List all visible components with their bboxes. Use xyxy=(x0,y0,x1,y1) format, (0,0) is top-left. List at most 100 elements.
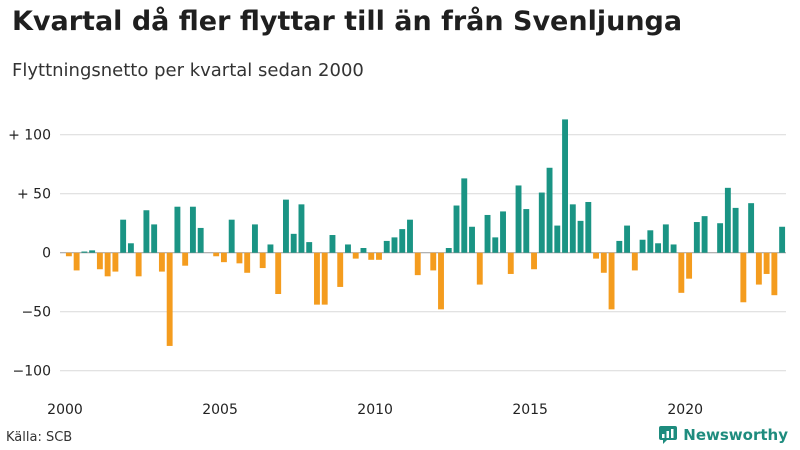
bar-positive xyxy=(670,244,677,253)
bar-positive xyxy=(383,240,390,253)
bar-positive xyxy=(562,119,568,253)
bar-positive xyxy=(500,211,506,253)
bar-negative xyxy=(112,252,119,272)
y-tick-label: + 100 xyxy=(8,128,51,144)
bar-negative xyxy=(73,252,80,271)
bar-negative xyxy=(755,252,762,285)
bar-negative xyxy=(158,252,165,272)
bar-positive xyxy=(569,204,576,253)
bar-positive xyxy=(647,230,654,253)
bar-positive xyxy=(399,229,406,253)
x-tick-label: 2000 xyxy=(47,402,83,418)
bar-negative xyxy=(182,252,189,266)
y-tick-label: −100 xyxy=(13,364,51,380)
bar-negative xyxy=(321,252,328,305)
bar-negative xyxy=(376,252,382,260)
bar-negative xyxy=(259,252,266,269)
bar-positive xyxy=(546,167,553,253)
bar-negative xyxy=(244,252,251,273)
bar-positive xyxy=(290,233,297,253)
bar-negative xyxy=(763,252,770,274)
bar-positive xyxy=(298,204,305,253)
bar-positive xyxy=(345,244,351,253)
bar-positive xyxy=(779,226,786,253)
bar-negative xyxy=(236,252,243,264)
bar-positive xyxy=(120,219,127,253)
bar-negative xyxy=(213,252,220,257)
bar-positive xyxy=(624,225,631,253)
bar-negative xyxy=(368,252,375,260)
chart-subtitle: Flyttningsnetto per kvartal sedan 2000 xyxy=(12,60,364,81)
bar-positive xyxy=(267,244,274,253)
bar-positive xyxy=(174,206,181,253)
bar-positive xyxy=(577,220,584,253)
bar-negative xyxy=(166,252,173,346)
bar-positive xyxy=(554,225,561,253)
bar-negative xyxy=(476,252,483,285)
bar-negative xyxy=(96,252,103,270)
brand-name: Newsworthy xyxy=(683,426,788,444)
bar-negative xyxy=(771,252,778,296)
bar-negative xyxy=(135,252,142,277)
chart-title: Kvartal då fler flyttar till än från Sve… xyxy=(12,6,683,37)
x-tick-label: 2010 xyxy=(357,402,393,418)
bar-negative xyxy=(220,252,227,263)
bar-positive xyxy=(143,210,150,253)
bar-negative xyxy=(507,252,514,274)
bar-positive xyxy=(461,178,468,253)
bar-negative xyxy=(65,252,72,257)
bar-positive xyxy=(391,237,398,253)
bar-negative xyxy=(740,252,747,303)
bar-positive xyxy=(724,187,731,253)
bar-negative xyxy=(686,252,693,279)
bar-positive xyxy=(89,250,96,253)
bar-positive xyxy=(453,205,460,253)
bar-negative xyxy=(631,252,638,271)
bar-positive xyxy=(693,222,700,253)
bar-positive xyxy=(701,216,708,253)
bar-positive xyxy=(469,226,475,253)
bar-negative xyxy=(275,252,282,295)
bar-positive xyxy=(306,242,313,253)
bar-positive xyxy=(197,227,204,253)
bar-positive xyxy=(662,224,669,253)
bar-negative xyxy=(593,252,599,259)
bar-positive xyxy=(717,223,724,253)
bar-negative xyxy=(608,252,615,310)
bar-positive xyxy=(732,207,739,253)
bar-positive xyxy=(538,192,545,253)
bar-positive xyxy=(523,209,530,253)
y-tick-label: + 50 xyxy=(17,187,51,203)
bar-positive xyxy=(251,224,258,253)
bar-positive xyxy=(515,185,522,253)
bar-positive xyxy=(585,201,592,253)
bar-negative xyxy=(438,252,444,310)
bar-positive xyxy=(329,235,336,253)
bar-positive xyxy=(360,248,367,253)
x-tick-label: 2005 xyxy=(202,402,238,418)
bar-negative xyxy=(531,252,537,270)
bar-positive xyxy=(748,203,755,253)
source-note: Källa: SCB xyxy=(6,430,73,445)
bar-positive xyxy=(189,206,196,253)
bar-negative xyxy=(430,252,437,271)
bar-positive xyxy=(151,224,158,253)
newsworthy-logo-icon xyxy=(659,426,678,444)
bar-positive xyxy=(492,237,499,253)
bar-positive xyxy=(81,251,88,253)
bar-negative xyxy=(414,252,421,276)
bar-positive xyxy=(445,248,452,253)
y-tick-label: 0 xyxy=(42,246,51,262)
bar-positive xyxy=(407,219,413,253)
bar-positive xyxy=(484,214,491,253)
bar-negative xyxy=(352,252,359,259)
bar-negative xyxy=(337,252,344,287)
bar-positive xyxy=(655,243,662,253)
bar-negative xyxy=(104,252,111,277)
x-tick-label: 2020 xyxy=(667,402,703,418)
bar-negative xyxy=(600,252,607,273)
x-tick-label: 2015 xyxy=(512,402,548,418)
bar-positive xyxy=(639,239,646,253)
bar-negative xyxy=(678,252,685,293)
